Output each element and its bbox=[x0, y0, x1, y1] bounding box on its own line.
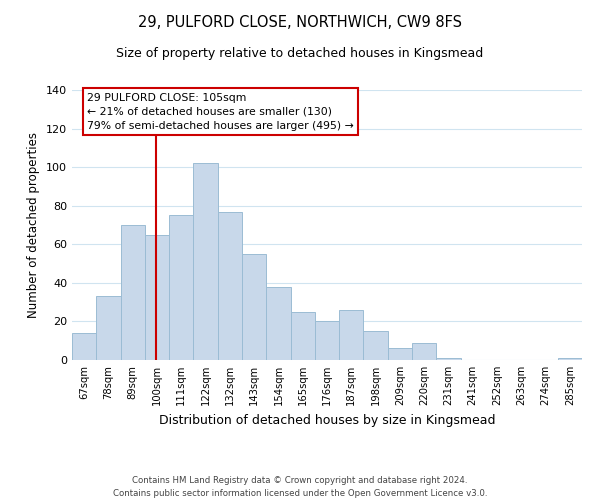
Text: 29 PULFORD CLOSE: 105sqm
← 21% of detached houses are smaller (130)
79% of semi-: 29 PULFORD CLOSE: 105sqm ← 21% of detach… bbox=[88, 92, 354, 130]
Bar bbox=[558, 358, 582, 360]
Bar bbox=[339, 310, 364, 360]
Bar bbox=[218, 212, 242, 360]
Bar bbox=[242, 254, 266, 360]
Bar bbox=[412, 342, 436, 360]
Bar bbox=[96, 296, 121, 360]
Text: Size of property relative to detached houses in Kingsmead: Size of property relative to detached ho… bbox=[116, 48, 484, 60]
Text: Contains HM Land Registry data © Crown copyright and database right 2024.
Contai: Contains HM Land Registry data © Crown c… bbox=[113, 476, 487, 498]
Bar bbox=[169, 216, 193, 360]
Bar bbox=[193, 164, 218, 360]
Text: 29, PULFORD CLOSE, NORTHWICH, CW9 8FS: 29, PULFORD CLOSE, NORTHWICH, CW9 8FS bbox=[138, 15, 462, 30]
Bar bbox=[315, 322, 339, 360]
Y-axis label: Number of detached properties: Number of detached properties bbox=[28, 132, 40, 318]
Bar bbox=[388, 348, 412, 360]
X-axis label: Distribution of detached houses by size in Kingsmead: Distribution of detached houses by size … bbox=[159, 414, 495, 426]
Bar bbox=[436, 358, 461, 360]
Bar bbox=[364, 331, 388, 360]
Bar bbox=[290, 312, 315, 360]
Bar bbox=[145, 234, 169, 360]
Bar bbox=[266, 286, 290, 360]
Bar bbox=[72, 333, 96, 360]
Bar bbox=[121, 225, 145, 360]
